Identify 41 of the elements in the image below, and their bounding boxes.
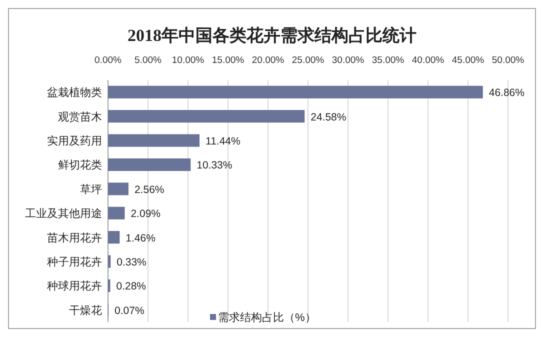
chart-title: 2018年中国各类花卉需求结构占比统计 xyxy=(128,26,416,45)
x-tick-label: 10.00% xyxy=(172,55,205,66)
bar xyxy=(108,158,191,171)
bar xyxy=(108,134,200,147)
x-tick-label: 40.00% xyxy=(412,55,445,66)
bar xyxy=(108,110,305,123)
x-tick-label: 15.00% xyxy=(212,55,245,66)
y-tick-label: 观赏苗木 xyxy=(58,110,102,124)
data-label: 1.46% xyxy=(126,232,156,244)
x-tick-label: 35.00% xyxy=(372,55,405,66)
y-tick-label: 种球用花卉 xyxy=(47,280,102,293)
y-tick-label: 干燥花 xyxy=(69,304,102,317)
data-label: 2.56% xyxy=(134,184,164,196)
bar xyxy=(108,231,120,244)
bar xyxy=(108,86,483,98)
y-tick-label: 盆栽植物类 xyxy=(47,86,102,100)
legend-label: 需求结构占比（%） xyxy=(218,311,316,324)
data-label: 10.33% xyxy=(196,160,232,172)
x-tick-label: 0.00% xyxy=(94,55,122,66)
x-tick-label: 30.00% xyxy=(332,55,365,66)
data-label: 0.28% xyxy=(116,280,146,293)
x-tick-label: 20.00% xyxy=(252,55,285,66)
x-tick-label: 50.00% xyxy=(492,55,525,66)
bar xyxy=(108,182,128,196)
y-tick-label: 实用及药用 xyxy=(47,134,102,148)
y-tick-label: 种子用花卉 xyxy=(47,256,102,268)
data-label: 24.58% xyxy=(310,111,346,124)
data-label: 11.44% xyxy=(206,136,240,148)
x-tick-label: 5.00% xyxy=(134,55,162,66)
data-label: 2.09% xyxy=(130,208,160,220)
data-label: 0.33% xyxy=(116,256,146,268)
data-label: 46.86% xyxy=(488,87,525,100)
y-tick-label: 鲜切花类 xyxy=(58,158,102,172)
bar xyxy=(108,206,125,220)
y-tick-label: 草坪 xyxy=(80,182,102,196)
y-tick-label: 工业及其他用途 xyxy=(25,207,102,220)
y-tick-label: 苗木用花卉 xyxy=(47,231,102,244)
bar xyxy=(108,255,111,268)
data-label: 0.07% xyxy=(114,304,144,317)
x-tick-label: 45.00% xyxy=(452,55,485,66)
x-tick-label: 25.00% xyxy=(292,55,325,66)
